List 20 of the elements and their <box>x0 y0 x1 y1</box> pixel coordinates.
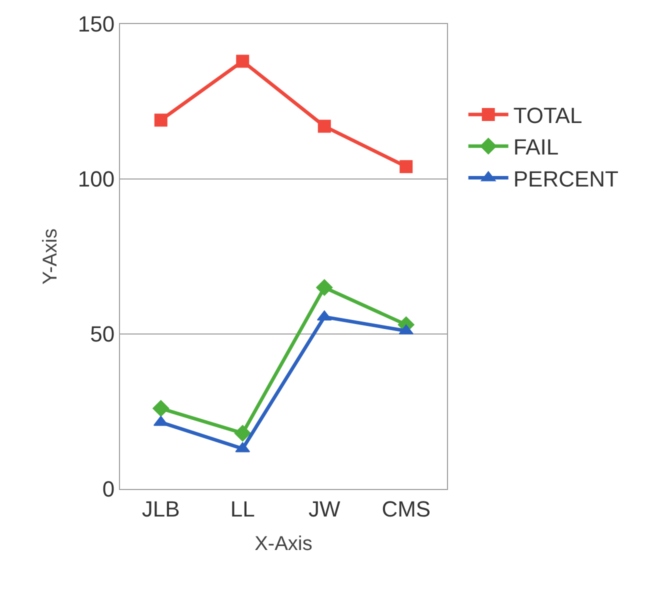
y-axis-title: Y-Axis <box>39 228 62 284</box>
y-tick-label: 0 <box>102 476 115 502</box>
point <box>400 160 413 174</box>
point <box>318 120 331 133</box>
y-tick-label: 50 <box>90 322 115 347</box>
legend-label: FAIL <box>513 134 559 160</box>
point <box>152 400 170 417</box>
y-tick-label: 150 <box>78 12 115 37</box>
point <box>234 424 251 442</box>
x-tick-label: JW <box>308 496 340 522</box>
point <box>154 114 168 127</box>
y-tick-label: 100 <box>78 166 115 192</box>
legend-label: TOTAL <box>513 103 582 128</box>
point <box>236 54 250 68</box>
x-tick-label: CMS <box>382 496 431 522</box>
x-tick-label: LL <box>230 496 255 522</box>
point <box>316 279 333 296</box>
x-tick-label: JLB <box>142 496 180 522</box>
x-axis-title: X-Axis <box>254 532 312 555</box>
legend-label: PERCENT <box>513 166 618 192</box>
